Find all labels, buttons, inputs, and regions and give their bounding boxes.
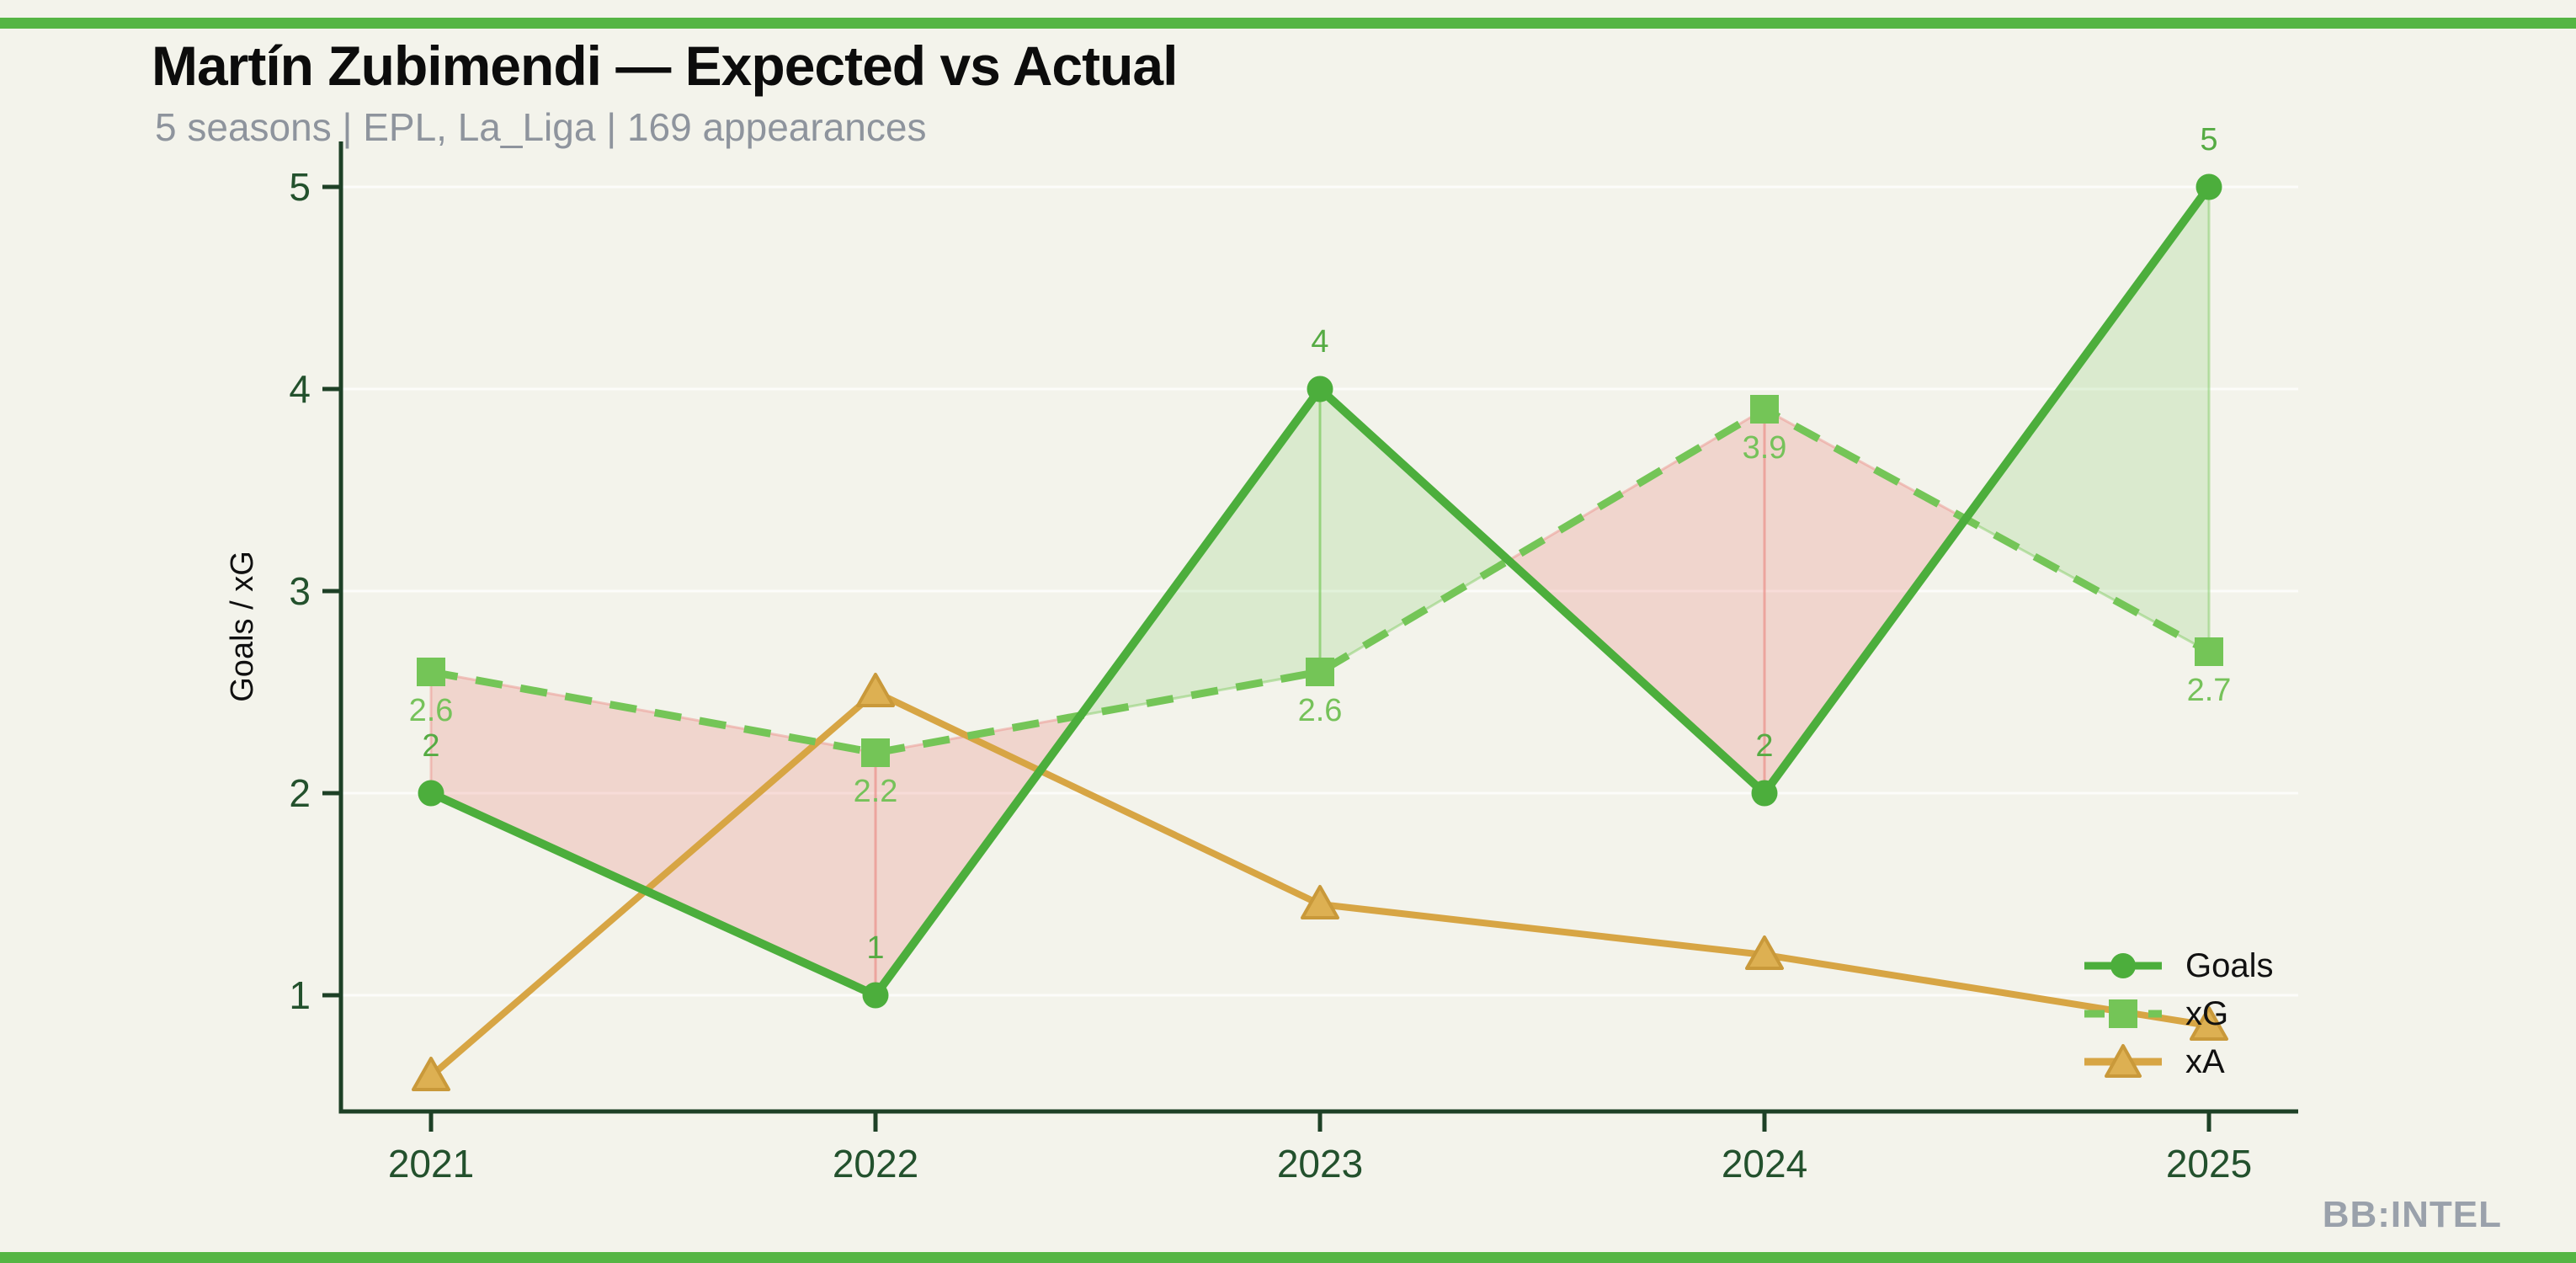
y-tick-label: 5 — [289, 165, 311, 209]
legend-label-xg: xG — [2185, 995, 2229, 1032]
x-tick-label: 2021 — [388, 1142, 474, 1186]
xa-legend-marker — [2084, 1044, 2162, 1078]
goals-legend-circle — [2110, 953, 2136, 978]
y-tick-label: 2 — [289, 771, 311, 815]
y-tick-label: 3 — [289, 569, 311, 613]
goals-value-label: 1 — [866, 930, 884, 966]
xg-point-2021 — [417, 658, 445, 686]
y-tick-label: 4 — [289, 367, 311, 411]
xg-legend-square — [2109, 999, 2137, 1028]
xa-point-2022 — [856, 673, 895, 707]
xg-point-2024 — [1750, 395, 1779, 424]
legend-label-xa: xA — [2185, 1043, 2225, 1080]
legend: Goals xG xA — [2083, 946, 2274, 1081]
axis-spines — [338, 141, 2298, 1114]
page-title: Martín Zubimendi — Expected vs Actual — [152, 35, 1178, 97]
goals-point-2022 — [862, 982, 889, 1009]
xa-legend-triangle — [2105, 1044, 2142, 1078]
goals-point-2025 — [2195, 173, 2222, 200]
goals-legend-marker — [2084, 953, 2162, 978]
legend-item-xg: xG — [2083, 994, 2274, 1033]
underperformance-fill — [1763, 408, 1967, 795]
x-tick-label: 2024 — [1722, 1142, 1807, 1186]
legend-item-xa: xA — [2083, 1042, 2274, 1081]
goals-point-2023 — [1307, 376, 1333, 402]
goals-value-label: 4 — [1311, 324, 1328, 360]
xa-point-2024 — [1745, 935, 1784, 970]
x-tick-label: 2025 — [2166, 1142, 2252, 1186]
watermark: BB:INTEL — [2322, 1194, 2502, 1235]
x-tick-label: 2022 — [833, 1142, 918, 1186]
goals-value-label: 2 — [422, 728, 439, 764]
goals-value-label: 5 — [2200, 122, 2217, 157]
top-accent-bar — [0, 18, 2576, 29]
xa-point-2023 — [1301, 885, 1339, 919]
y-axis-title: Goals / xG — [225, 551, 260, 702]
x-tick-label: 2023 — [1277, 1142, 1363, 1186]
y-tick-label: 1 — [289, 973, 311, 1017]
xg-value-label: 2.2 — [854, 774, 898, 809]
xg-value-label: 2.7 — [2187, 673, 2232, 708]
xg-value-label: 3.9 — [1743, 430, 1787, 466]
goals-value-label: 2 — [1755, 728, 1773, 764]
xg-legend-marker — [2084, 999, 2162, 1028]
goals-point-2024 — [1751, 780, 1778, 807]
bottom-accent-bar — [0, 1252, 2576, 1263]
underperformance-fill — [1507, 408, 1766, 795]
goals-point-2021 — [418, 780, 444, 807]
xg-value-label: 2.6 — [1298, 693, 1343, 728]
xg-value-label: 2.6 — [409, 693, 454, 728]
xa-point-2025 — [2190, 1006, 2228, 1041]
legend-item-goals: Goals — [2083, 946, 2274, 985]
underperformance-fill — [429, 670, 877, 997]
legend-label-goals: Goals — [2185, 947, 2274, 984]
xa-point-2021 — [412, 1057, 450, 1091]
xg-point-2022 — [861, 738, 890, 767]
page-subtitle: 5 seasons | EPL, La_Liga | 169 appearanc… — [155, 105, 927, 149]
xg-point-2025 — [2195, 637, 2223, 666]
xg-point-2023 — [1306, 658, 1334, 686]
